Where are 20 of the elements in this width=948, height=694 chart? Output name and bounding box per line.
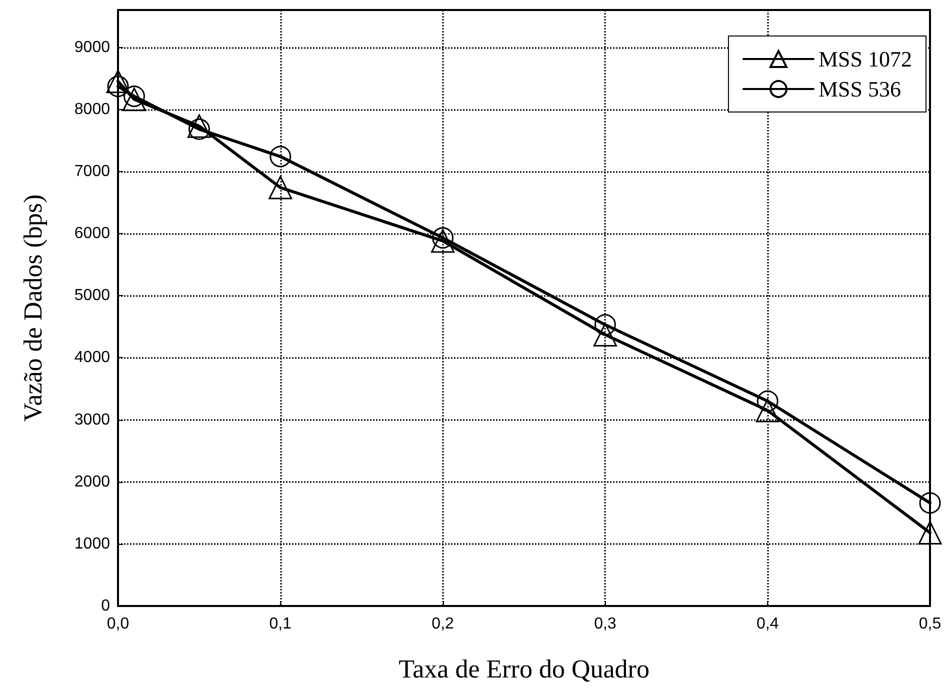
legend-label: MSS 1072 bbox=[818, 46, 912, 72]
y-tick-label: 2000 bbox=[74, 473, 110, 490]
y-tick-label: 8000 bbox=[74, 100, 110, 118]
y-tick-label: 5000 bbox=[74, 287, 110, 304]
x-axis-title: Taxa de Erro do Quadro bbox=[398, 654, 650, 684]
y-axis-title: Vazão de Dados (bps) bbox=[18, 194, 48, 422]
y-tick-label: 7000 bbox=[74, 162, 110, 180]
y-tick-label: 6000 bbox=[74, 225, 110, 242]
x-tick-label: 0,5 bbox=[918, 616, 942, 632]
x-tick-label: 0,2 bbox=[432, 616, 454, 632]
legend-label: MSS 536 bbox=[818, 76, 902, 102]
y-tick-label: 1000 bbox=[74, 535, 110, 552]
y-tick-label: 0 bbox=[101, 598, 110, 614]
y-tick-label: 9000 bbox=[74, 38, 110, 56]
x-tick-label: 0,1 bbox=[269, 616, 292, 632]
x-tick-label: 0,4 bbox=[756, 616, 779, 632]
x-tick-label: 0,0 bbox=[106, 616, 130, 632]
y-tick-label: 3000 bbox=[74, 411, 110, 428]
y-tick-label: 4000 bbox=[74, 349, 110, 366]
x-tick-label: 0,3 bbox=[594, 616, 616, 632]
